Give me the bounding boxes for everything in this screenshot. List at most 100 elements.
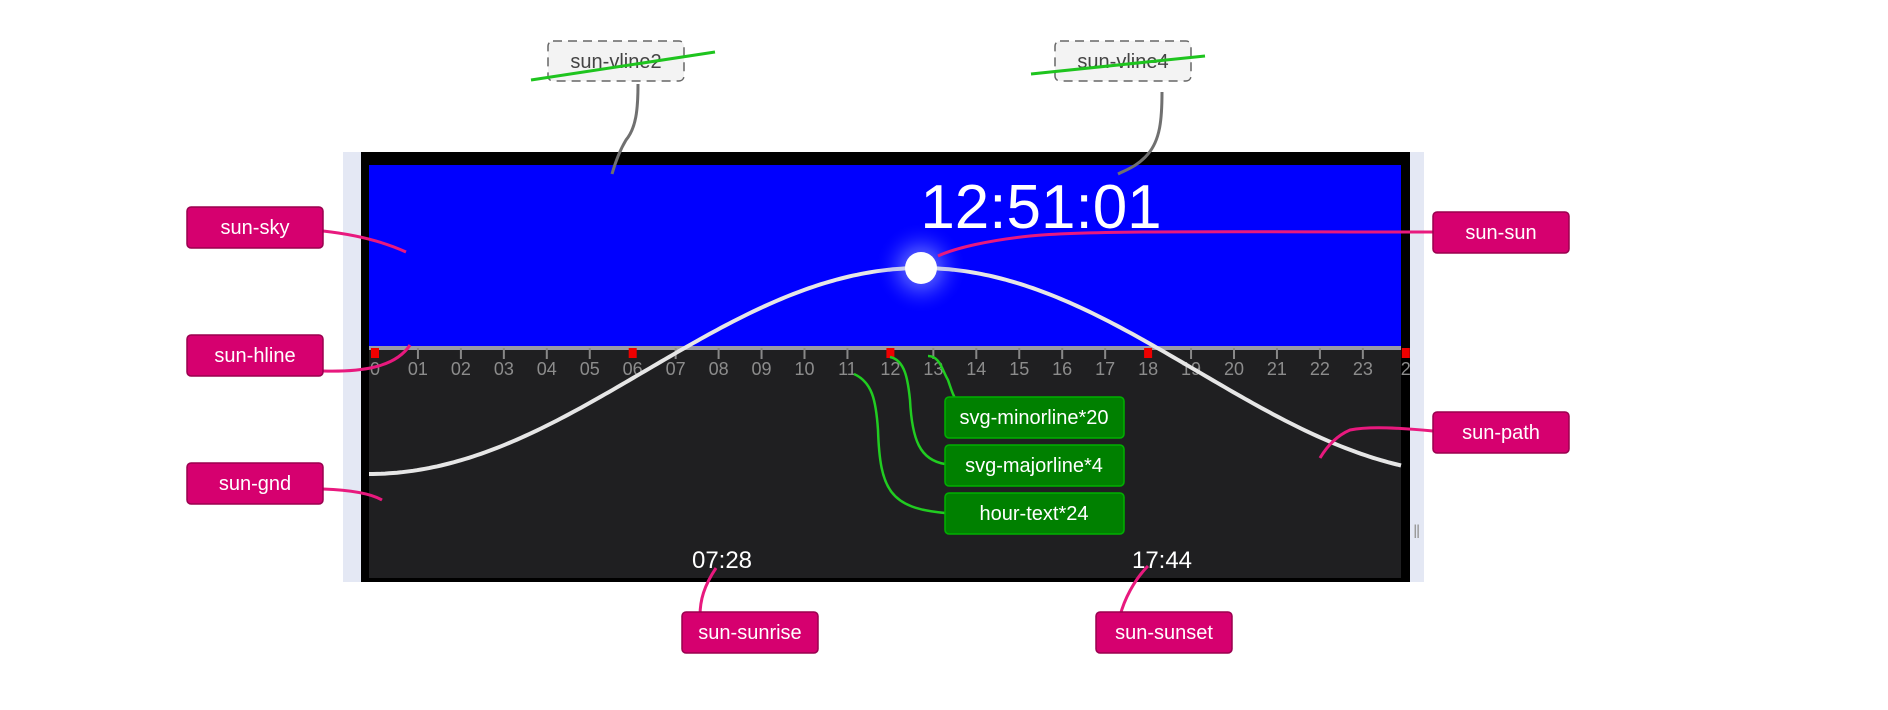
left-side-strip bbox=[343, 152, 361, 582]
svg-majorline bbox=[1401, 348, 1410, 358]
sun-sunset-label: sun-sunset bbox=[1115, 622, 1213, 644]
sun-sky-label-group: sun-sky bbox=[186, 206, 324, 249]
hour-text: 08 bbox=[709, 359, 729, 379]
sun-sunrise-tag bbox=[681, 611, 819, 654]
sun-sunrise-label-group: sun-sunrise bbox=[681, 611, 819, 654]
sun-hline-connector bbox=[322, 344, 412, 373]
svg-majorline-label: svg-majorline*4 bbox=[965, 455, 1103, 477]
sun-sunset-label-group: sun-sunset bbox=[1095, 611, 1233, 654]
svg-majorline bbox=[1144, 348, 1153, 358]
hour-text: 23 bbox=[1353, 359, 1373, 379]
sun-sunset: 17:44 bbox=[1132, 547, 1192, 574]
svg-minorline-tag bbox=[944, 396, 1125, 439]
sun-gnd-tag bbox=[186, 462, 324, 505]
hour-text: 03 bbox=[494, 359, 514, 379]
svg-minorline bbox=[1104, 348, 1107, 359]
hour-text: 20 bbox=[1224, 359, 1244, 379]
sun-path-label-group: sun-path bbox=[1432, 411, 1570, 454]
svg-majorline bbox=[371, 348, 379, 358]
hour-text: 0 bbox=[370, 359, 380, 379]
svg-minorline bbox=[1190, 348, 1193, 359]
vline2-connector bbox=[610, 83, 640, 175]
svg-majorline bbox=[628, 348, 637, 358]
hour-text: 07 bbox=[666, 359, 686, 379]
hour-text-group: 0 01 02 03 04 05 06 07 08 09 10 11 12 13 14 15 16 17 18 19 2… bbox=[370, 359, 1411, 379]
hour-text: 17 bbox=[1095, 359, 1115, 379]
svg-minorline-label-group: svg-minorline*20 bbox=[944, 396, 1125, 439]
sun-gnd-connector bbox=[322, 487, 383, 502]
sun-sky-label: sun-sky bbox=[221, 217, 290, 239]
hour-text-tag bbox=[944, 492, 1125, 535]
svg-minorline-label: svg-minorline*20 bbox=[960, 407, 1109, 429]
svg-minorline bbox=[459, 348, 462, 359]
svg-minorline bbox=[545, 348, 548, 359]
svg-minorline bbox=[846, 348, 849, 359]
svg-majorline-connector bbox=[889, 355, 946, 466]
sun-sunrise-label: sun-sunrise bbox=[698, 622, 801, 644]
hour-text-label: hour-text*24 bbox=[980, 503, 1089, 525]
svg-majorline-label-group: svg-majorline*4 bbox=[944, 444, 1125, 487]
svg-minorline bbox=[1018, 348, 1021, 359]
hour-text: 14 bbox=[966, 359, 986, 379]
sun-vline2-label: sun-vline2 bbox=[570, 51, 661, 73]
svg-minorline bbox=[932, 348, 935, 359]
sun-path-tag bbox=[1432, 411, 1570, 454]
sun-sunset-tag bbox=[1095, 611, 1233, 654]
hour-text: 13 bbox=[923, 359, 943, 379]
vline4-connector bbox=[1117, 91, 1164, 176]
svg-minorline bbox=[1061, 348, 1064, 359]
hour-text-connector bbox=[853, 372, 946, 515]
hour-text: 22 bbox=[1310, 359, 1330, 379]
svg-majorline bbox=[886, 348, 895, 358]
strike-line-vline4 bbox=[1030, 54, 1206, 76]
sun-sun-label-group: sun-sun bbox=[1432, 211, 1570, 254]
svg-minorline bbox=[588, 348, 591, 359]
sun-sky-tag bbox=[186, 206, 324, 249]
strike-line-vline2 bbox=[530, 50, 716, 82]
hour-text: 01 bbox=[408, 359, 428, 379]
svg-minorline bbox=[803, 348, 806, 359]
sun-sky-connector bbox=[322, 229, 407, 254]
sun-hline-tag bbox=[186, 334, 324, 377]
sun-gnd-label: sun-gnd bbox=[219, 473, 291, 495]
svg-minorline bbox=[502, 348, 505, 359]
sun-vline2-callout: sun-vline2 bbox=[530, 40, 716, 175]
hour-text: 15 bbox=[1009, 359, 1029, 379]
sun-sun-tag bbox=[1432, 211, 1570, 254]
sun-vline4-callout: sun-vline4 bbox=[1030, 40, 1206, 176]
svg-minorline bbox=[1318, 348, 1321, 359]
svg-minorline bbox=[717, 348, 720, 359]
sun-hline-label-group: sun-hline bbox=[186, 334, 324, 377]
hour-text: 04 bbox=[537, 359, 557, 379]
svg-minorline bbox=[1275, 348, 1278, 359]
svg-minorline bbox=[760, 348, 763, 359]
sun-vline4-box bbox=[1054, 40, 1192, 82]
resize-handle-icon[interactable]: ‖ bbox=[1413, 522, 1420, 542]
svg-minorline bbox=[1233, 348, 1235, 359]
sun-path-connector bbox=[1318, 426, 1434, 459]
hour-text: 10 bbox=[794, 359, 814, 379]
svg-minorline bbox=[1361, 348, 1364, 359]
svg-minorline bbox=[975, 348, 978, 359]
sun-hline-label: sun-hline bbox=[214, 345, 295, 367]
sun-sun-connector bbox=[937, 230, 1434, 258]
sun-sun bbox=[905, 252, 937, 284]
hour-text-label-group: hour-text*24 bbox=[944, 492, 1125, 535]
sun-gnd bbox=[369, 350, 1401, 578]
sun-sunrise: 07:28 bbox=[692, 547, 752, 574]
hour-text: 2 bbox=[1401, 359, 1411, 379]
hour-text: 18 bbox=[1138, 359, 1158, 379]
hour-text: 16 bbox=[1052, 359, 1072, 379]
hour-text: 12 bbox=[880, 359, 900, 379]
sun-sun-label: sun-sun bbox=[1465, 222, 1536, 244]
sun-path-label: sun-path bbox=[1462, 422, 1540, 444]
right-side-strip bbox=[1410, 152, 1424, 582]
svg-minorline bbox=[416, 348, 419, 359]
hour-ticks bbox=[371, 348, 1410, 359]
hour-text: 02 bbox=[451, 359, 471, 379]
sun-gnd-label-group: sun-gnd bbox=[186, 462, 324, 505]
hour-text: 09 bbox=[752, 359, 772, 379]
clock-time: 12:51:01 bbox=[920, 173, 1161, 242]
